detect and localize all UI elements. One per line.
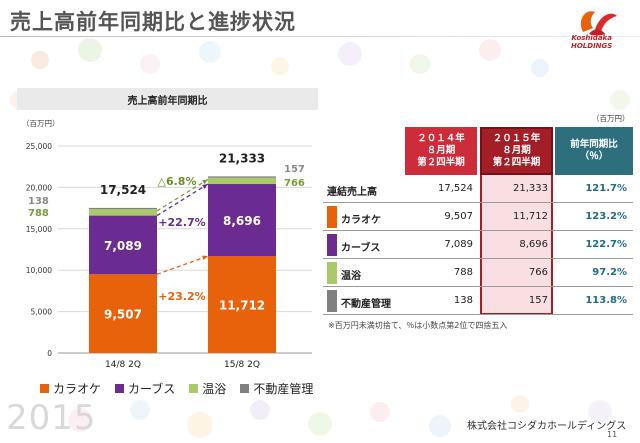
page-number: 11	[607, 430, 618, 439]
header-2015: ２０１５年 ８月期 第２四半期	[480, 127, 553, 175]
table-row: 不動産管理 138 157 113.8%	[323, 287, 633, 315]
value-2015: 21,333	[513, 183, 548, 194]
legend-swatch	[189, 384, 199, 393]
value-yoy: 97.2%	[592, 267, 627, 278]
x-tick-label: 15/8 2Q	[224, 360, 260, 370]
bar-segment	[89, 274, 157, 353]
data-label: 9,507	[104, 308, 142, 322]
footer-company: 株式会社コシダカホールディングス	[467, 421, 627, 432]
chart-title-band	[17, 88, 318, 110]
growth-label-karaoke: +23.2%	[158, 290, 205, 303]
row-label: 温浴	[341, 271, 361, 282]
table-footnote: ※百万円未満切捨て、％は小数点第2位で四捨五入	[328, 321, 508, 330]
table-row: カーブス 7,089 8,696 122.7%	[323, 231, 633, 259]
row-label: カーブス	[341, 243, 381, 254]
total-label: 17,524	[100, 183, 146, 197]
value-2014: 17,524	[438, 183, 473, 194]
value-yoy: 123.2%	[585, 211, 627, 222]
highlight-column-2015	[480, 175, 553, 315]
value-2015: 11,712	[513, 211, 548, 222]
x-tick-label: 14/8 2Q	[105, 360, 141, 370]
bar-segment	[208, 177, 276, 185]
row-swatch	[327, 262, 337, 284]
footer-year: 2015	[6, 398, 97, 438]
y-tick-label: 20,000	[26, 183, 52, 192]
logo-wordmark: Koshidaka HOLDINGS	[571, 34, 613, 50]
company-logo	[580, 11, 617, 36]
title-divider	[0, 36, 640, 37]
header-yoy: 前年同期比 （％）	[555, 127, 633, 175]
karaoke-growth-arrow	[156, 255, 209, 275]
row-swatch	[327, 206, 337, 228]
legend-item-spa: 温浴	[189, 380, 226, 397]
table-unit: （百万円）	[592, 114, 630, 123]
data-label: 11,712	[219, 299, 265, 313]
legend-item-karaoke: カラオケ	[40, 380, 101, 397]
growth-label-curves: +22.7%	[158, 216, 205, 229]
curves-growth-arrow-head	[202, 184, 208, 189]
spa-change-arrow-head	[202, 179, 208, 185]
bar-segment	[89, 209, 157, 216]
bar-segment	[208, 184, 276, 257]
row-swatch	[327, 234, 337, 256]
value-2014: 138	[453, 295, 473, 306]
legend-label: カーブス	[128, 382, 176, 396]
value-yoy: 122.7%	[585, 239, 627, 250]
page-title: 売上高前年同期比と進捗状況	[10, 10, 296, 34]
curves-growth-arrow	[156, 183, 209, 217]
header-2014: ２０１４年 ８月期 第２四半期	[405, 127, 477, 175]
value-2015: 157	[528, 295, 548, 306]
value-2014: 9,507	[444, 211, 473, 222]
value-2015: 8,696	[519, 239, 548, 250]
chart-legend: カラオケ カーブス 温浴 不動産管理	[40, 380, 313, 397]
row-label: 不動産管理	[341, 299, 391, 310]
bar-segment	[89, 207, 157, 210]
data-label: 788	[28, 208, 49, 219]
legend-label: 不動産管理	[253, 382, 314, 396]
row-swatch	[327, 290, 337, 312]
spa-change-arrow	[156, 178, 209, 212]
value-2014: 7,089	[444, 239, 473, 250]
legend-swatch	[115, 384, 125, 393]
y-tick-label: 25,000	[26, 142, 52, 151]
table-row: 温浴 788 766 97.2%	[323, 259, 633, 287]
legend-label: 温浴	[202, 382, 227, 396]
data-label: 8,696	[223, 214, 261, 228]
value-yoy: 121.7%	[585, 183, 627, 194]
y-tick-label: 5,000	[31, 308, 53, 317]
value-2015: 766	[528, 267, 548, 278]
legend-item-real-estate: 不動産管理	[240, 380, 313, 397]
bar-segment	[208, 256, 276, 353]
karaoke-growth-arrow-head	[202, 255, 208, 261]
y-tick-label: 10,000	[26, 266, 52, 275]
legend-label: カラオケ	[53, 382, 102, 396]
data-label: 766	[284, 178, 305, 189]
y-tick-label: 15,000	[26, 225, 52, 234]
data-label: 7,089	[104, 239, 142, 253]
y-tick-label: 0	[47, 349, 52, 358]
bar-segment	[208, 176, 276, 178]
data-label: 138	[28, 196, 49, 207]
chart-title: 売上高前年同期比	[127, 96, 208, 107]
row-label: カラオケ	[341, 215, 381, 226]
growth-label-spa: △6.8%	[158, 175, 197, 188]
y-axis-unit: （百万円）	[22, 119, 60, 128]
value-yoy: 113.8%	[585, 295, 627, 306]
legend-swatch	[240, 384, 250, 393]
bar-segment	[89, 215, 157, 275]
row-label: 連結売上高	[327, 187, 377, 198]
value-2014: 788	[453, 267, 473, 278]
table-row: 連結売上高 17,524 21,333 121.7%	[323, 175, 633, 203]
data-label: 157	[284, 164, 305, 175]
table-row: カラオケ 9,507 11,712 123.2%	[323, 203, 633, 231]
legend-item-curves: カーブス	[115, 380, 175, 397]
total-label: 21,333	[219, 151, 265, 165]
legend-swatch	[40, 384, 49, 393]
